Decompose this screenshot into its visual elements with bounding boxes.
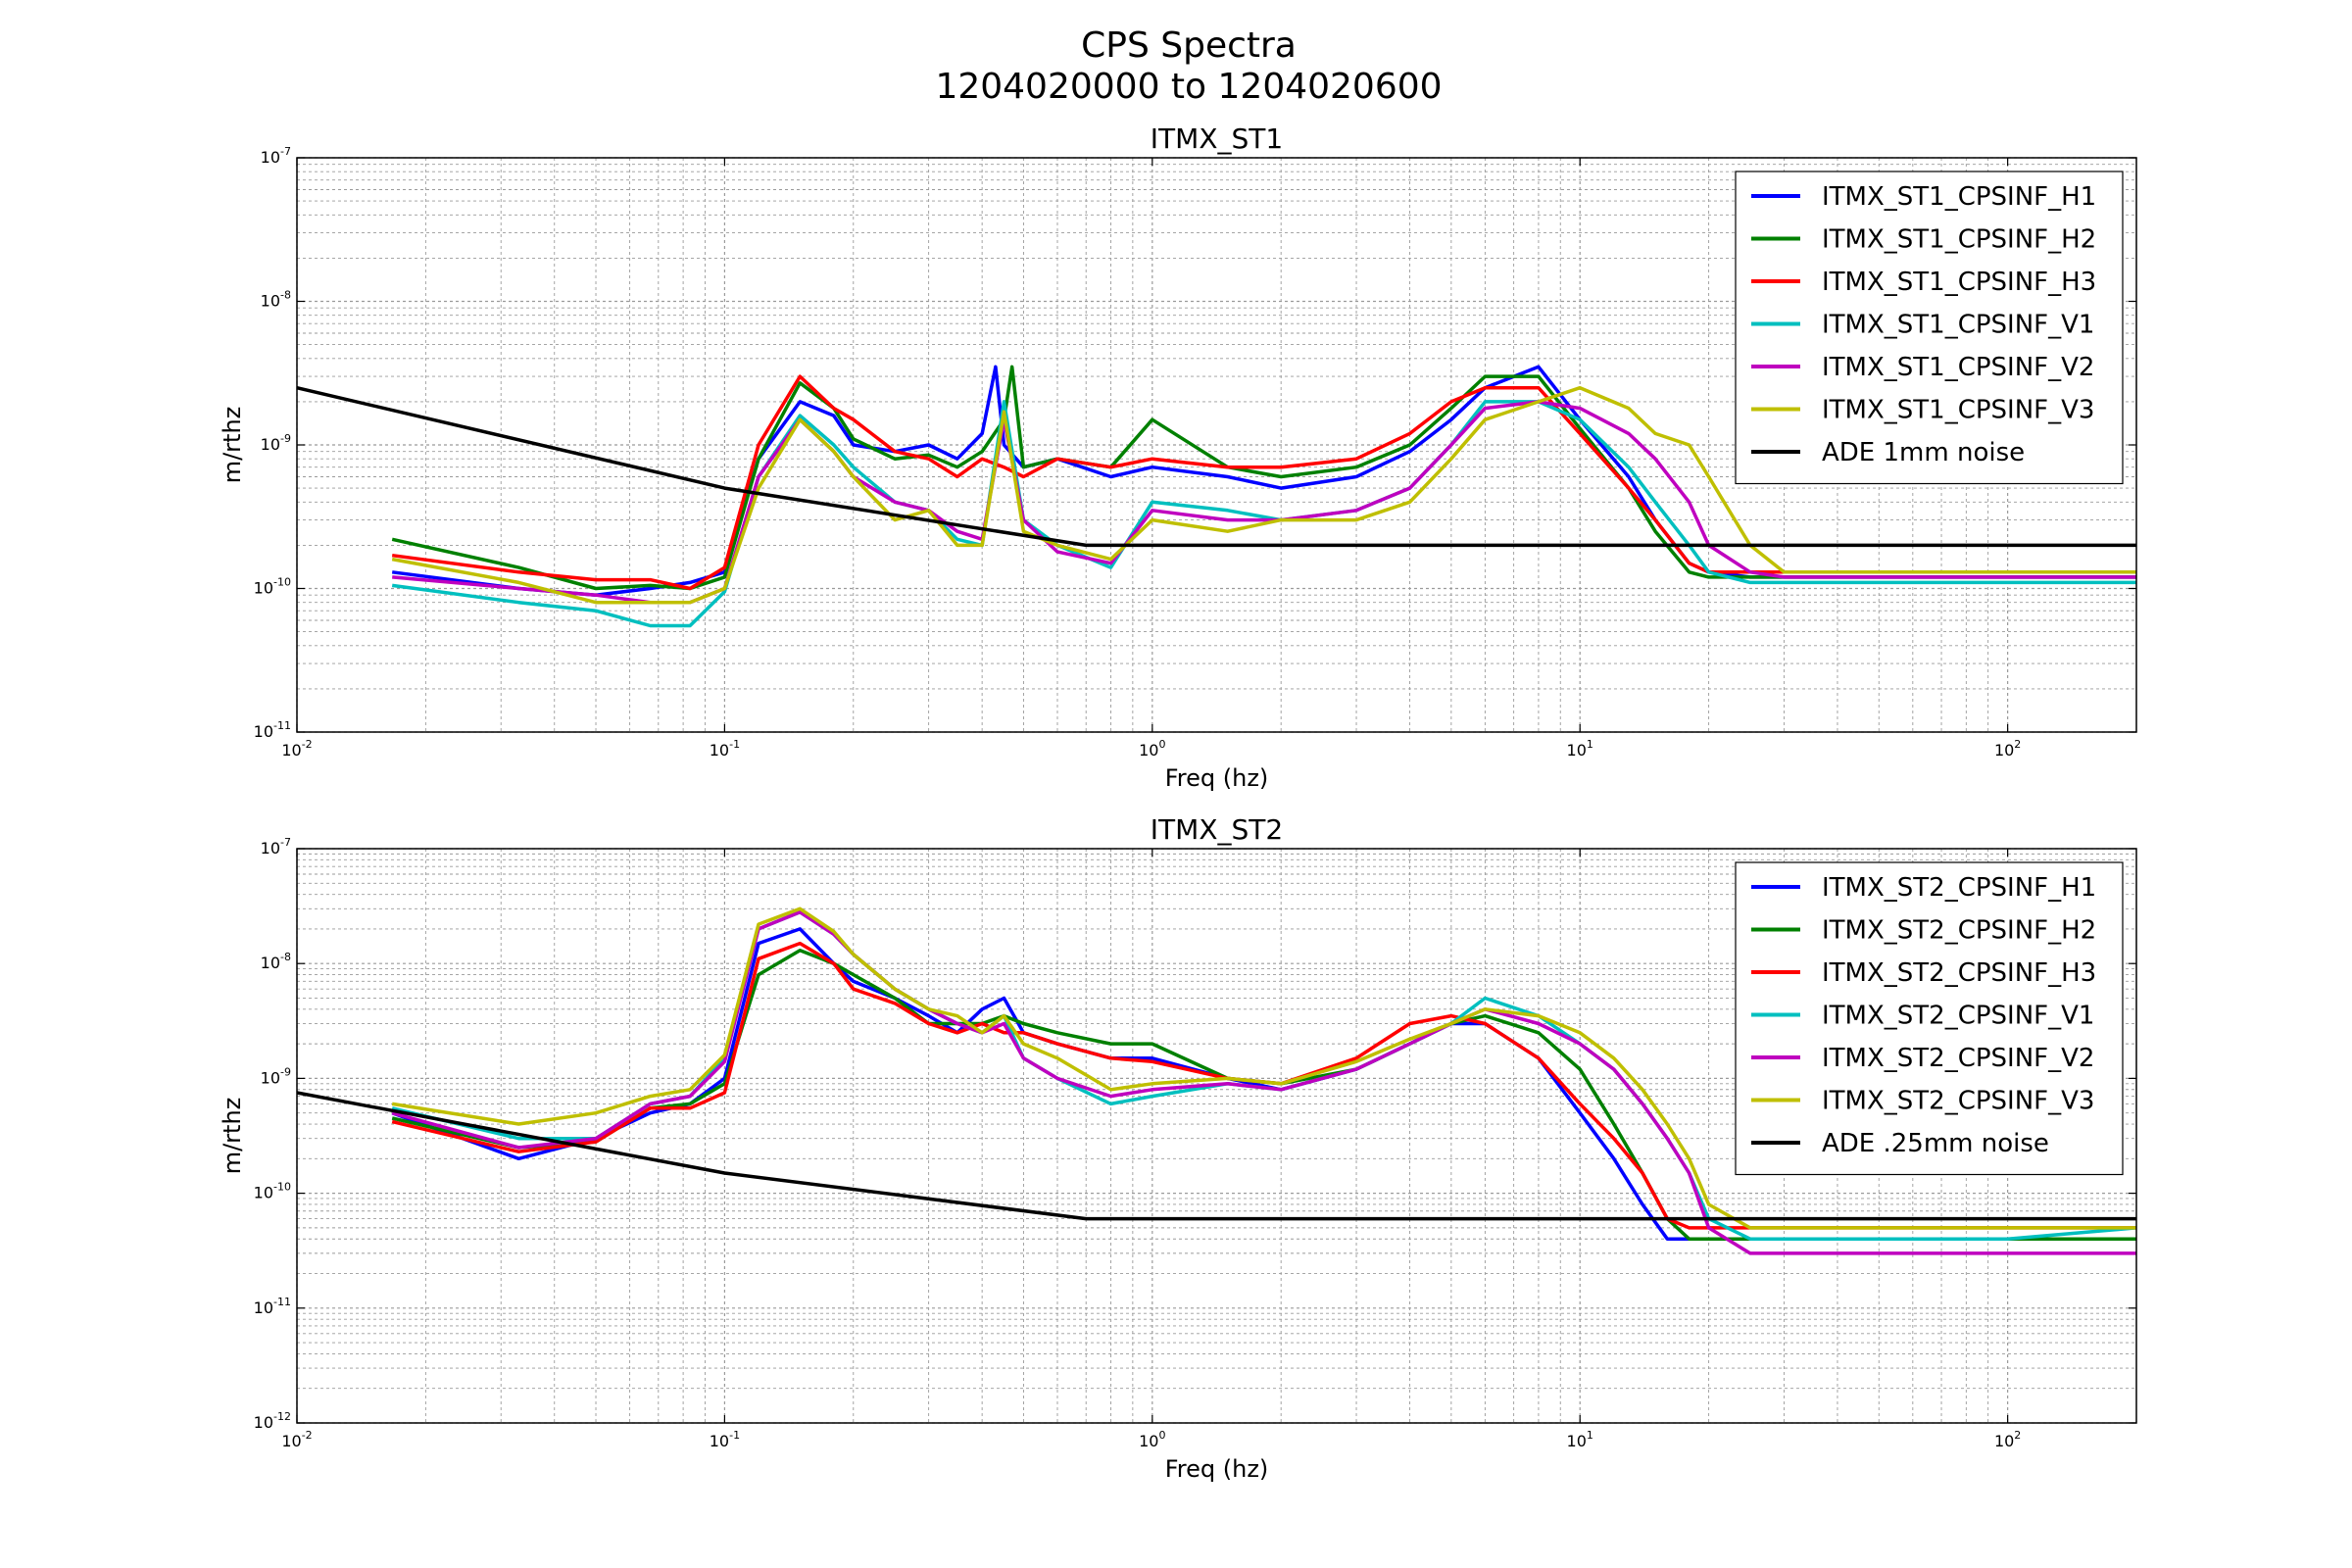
x-tick-label: 10-2 <box>281 1429 312 1450</box>
y-tick-label: 10-7 <box>261 836 291 858</box>
series-group <box>297 365 2136 628</box>
charts-group: 10-2 10-1 100 101 102 10-11 10-10 10-9 10-8 10-7 I… <box>219 122 2137 1483</box>
x-tick-label: 102 <box>1994 738 2021 760</box>
y-tick-label: 10-10 <box>254 576 291 598</box>
figure-title: CPS Spectra <box>1081 25 1297 66</box>
legend-label: ITMX_ST1_CPSINF_V2 <box>1822 353 2094 382</box>
legend-box <box>1735 861 2124 1176</box>
ticks: 10-2 10-1 100 101 102 10-11 10-10 10-9 10-8 10-7 <box>254 145 2136 760</box>
legend-label: ADE .25mm noise <box>1822 1129 2049 1158</box>
y-tick-label: 10-11 <box>254 719 291 741</box>
series-group <box>297 906 2136 1255</box>
y-axis-label: m/rthz <box>219 407 246 484</box>
series-line-7 <box>297 385 2136 548</box>
plot-frame <box>296 848 2137 1424</box>
series-line-3 <box>391 941 2136 1230</box>
y-tick-label: 10-12 <box>254 1410 291 1432</box>
legend: ITMX_ST1_CPSINF_H1 ITMX_ST1_CPSINF_H2 ITMX… <box>1735 171 2124 485</box>
x-tick-label: 100 <box>1139 1429 1165 1450</box>
x-tick-label: 10-2 <box>281 738 312 760</box>
legend-box <box>1735 171 2124 485</box>
x-tick-label: 101 <box>1567 1429 1593 1450</box>
y-tick-label: 10-7 <box>261 145 291 167</box>
y-tick-label: 10-11 <box>254 1296 291 1317</box>
y-tick-label: 10-8 <box>261 289 291 311</box>
legend-label: ADE 1mm noise <box>1822 438 2025 467</box>
y-tick-label: 10-9 <box>261 1065 291 1087</box>
y-tick-label: 10-9 <box>261 432 291 454</box>
chart-title: ITMX_ST1 <box>1151 122 1283 155</box>
legend-label: ITMX_ST2_CPSINF_H3 <box>1822 958 2096 988</box>
x-tick-label: 10-1 <box>710 738 740 760</box>
y-tick-label: 10-8 <box>261 951 291 972</box>
legend-label: ITMX_ST2_CPSINF_H2 <box>1822 916 2096 946</box>
chart-title: ITMX_ST2 <box>1151 813 1283 846</box>
ticks: 10-2 10-1 100 101 102 10-12 10-11 10-10 10-9 10-8… <box>254 836 2136 1450</box>
legend-label: ITMX_ST2_CPSINF_V3 <box>1822 1087 2094 1116</box>
x-tick-label: 100 <box>1139 738 1165 760</box>
legend-label: ITMX_ST1_CPSINF_V1 <box>1822 311 2094 340</box>
y-tick-label: 10-10 <box>254 1181 291 1202</box>
x-axis-label: Freq (hz) <box>1165 764 1269 792</box>
legend-label: ITMX_ST1_CPSINF_V3 <box>1822 396 2094 425</box>
x-axis-label: Freq (hz) <box>1165 1455 1269 1483</box>
chart-2: 10-2 10-1 100 101 102 10-12 10-11 10-10 10-9 10-8… <box>219 813 2137 1483</box>
legend-label: ITMX_ST1_CPSINF_H3 <box>1822 268 2096 297</box>
legend-label: ITMX_ST1_CPSINF_H2 <box>1822 225 2096 255</box>
legend-label: ITMX_ST2_CPSINF_V1 <box>1822 1002 2094 1031</box>
series-line-3 <box>391 374 2136 591</box>
x-tick-label: 101 <box>1567 738 1593 760</box>
figure-subtitle: 1204020000 to 1204020600 <box>935 67 1442 107</box>
legend-label: ITMX_ST2_CPSINF_V2 <box>1822 1044 2094 1073</box>
x-tick-label: 102 <box>1994 1429 2021 1450</box>
series-line-6 <box>391 906 2136 1230</box>
y-axis-label: m/rthz <box>219 1098 246 1175</box>
chart-1: 10-2 10-1 100 101 102 10-11 10-10 10-9 10-8 10-7 I… <box>219 122 2137 792</box>
series-line-5 <box>392 400 2136 605</box>
series-line-7 <box>297 1091 2136 1221</box>
series-line-6 <box>391 385 2136 605</box>
legend: ITMX_ST2_CPSINF_H1 ITMX_ST2_CPSINF_H2 ITMX… <box>1735 861 2124 1176</box>
x-tick-label: 10-1 <box>710 1429 740 1450</box>
series-line-2 <box>391 949 2136 1241</box>
legend-label: ITMX_ST1_CPSINF_H1 <box>1822 182 2096 212</box>
legend-label: ITMX_ST2_CPSINF_H1 <box>1822 873 2096 903</box>
